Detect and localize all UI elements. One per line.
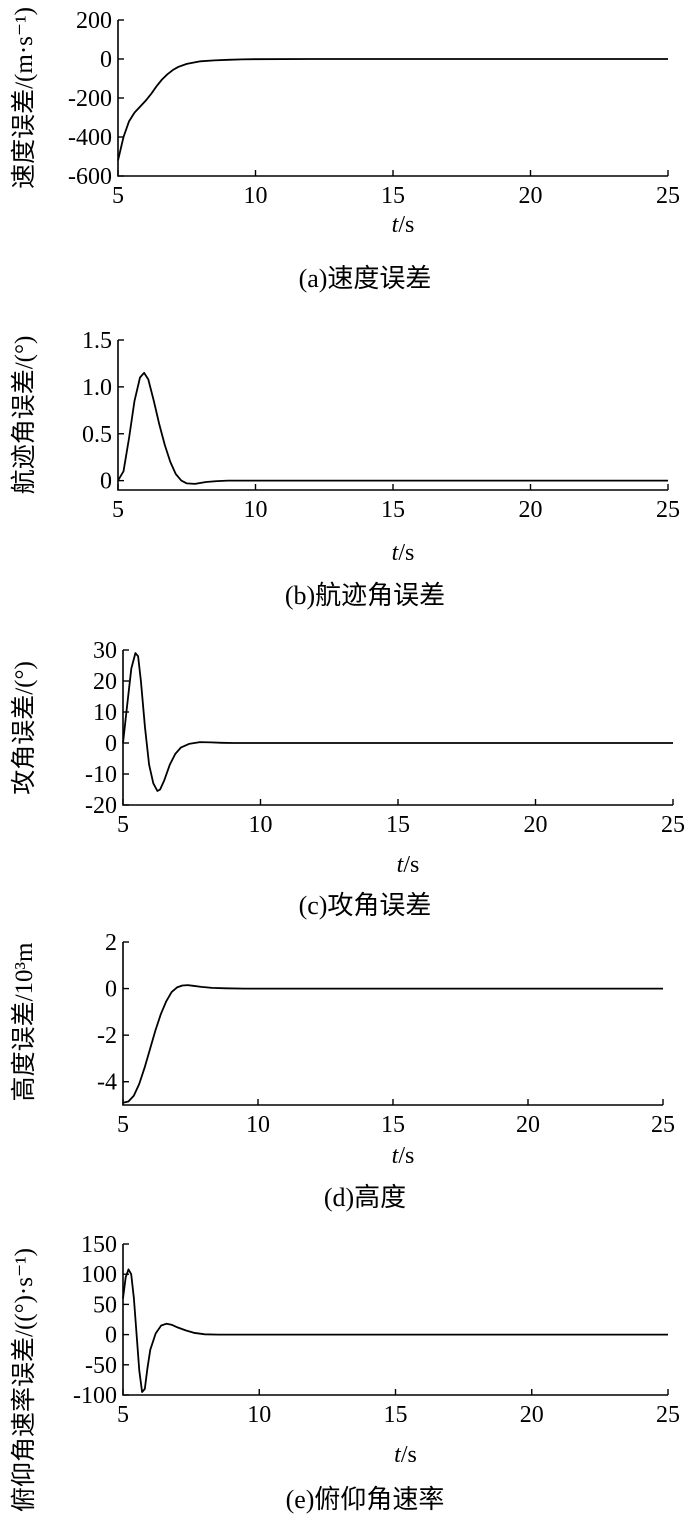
y-axis-label: 速度误差/(m·s⁻¹) [10, 7, 38, 189]
x-tick-label: 25 [651, 1112, 675, 1138]
x-tick-label: 25 [656, 183, 680, 209]
x-tick-label: 10 [247, 1402, 271, 1428]
y-tick-label: 0 [105, 1323, 117, 1349]
x-axis-label: t/s [392, 212, 415, 238]
chart-panel-1: 5 10 15 20 25 200 0 -200 -400 -600 速度误差/(m·s⁻¹) t/s… [10, 7, 680, 293]
x-tick-label: 25 [656, 1402, 680, 1428]
x-tick-label: 15 [381, 1112, 405, 1138]
x-tick-label: 5 [117, 812, 129, 838]
x-tick-label: 10 [244, 183, 268, 209]
y-tick-label: 0.5 [82, 422, 112, 448]
y-tick-label: -4 [97, 1070, 117, 1096]
y-tick-label: 0 [105, 977, 117, 1003]
series-line [122, 984, 663, 1104]
x-tick-label: 10 [249, 812, 273, 838]
x-tick-label: 5 [112, 497, 124, 523]
series-line [117, 371, 668, 485]
x-tick-label: 20 [519, 183, 543, 209]
x-tick-label: 15 [381, 497, 405, 523]
x-tick-label: 5 [117, 1402, 129, 1428]
y-tick-label: -600 [68, 164, 112, 190]
y-tick-label: -200 [68, 86, 112, 112]
x-tick-label: 15 [384, 1402, 408, 1428]
x-axis-label: t/s [392, 540, 415, 566]
y-tick-label: -400 [68, 125, 112, 151]
panel-caption: (a)速度误差 [299, 264, 432, 293]
x-tick-label: 15 [381, 183, 405, 209]
y-tick-label: 200 [76, 8, 112, 34]
y-axis-label: 高度误差/10³m [10, 942, 38, 1101]
x-tick-label: 10 [246, 1112, 270, 1138]
y-tick-label: -10 [85, 762, 117, 788]
y-tick-label: 150 [81, 1232, 117, 1258]
series-line [122, 1268, 668, 1393]
x-tick-label: 5 [117, 1112, 129, 1138]
y-tick-label: 20 [93, 669, 117, 695]
x-tick-label: 5 [112, 183, 124, 209]
y-tick-label: -50 [85, 1353, 117, 1379]
x-tick-label: 25 [656, 497, 680, 523]
y-tick-label: 100 [81, 1262, 117, 1288]
chart-panel-5: 5 10 15 20 25 150 100 50 0 -50 -100 俯仰角速率误差/((°)·s⁻… [10, 1232, 680, 1514]
y-tick-label: 1.0 [82, 375, 112, 401]
y-tick-label: 2 [105, 930, 117, 956]
y-tick-label: 1.5 [82, 328, 112, 354]
y-axis-label: 攻角误差/(°) [10, 661, 38, 795]
chart-panel-3: 5 10 15 20 25 30 20 10 0 -10 -20 攻角误差/(°) t/s (c)攻角误差 [10, 638, 685, 920]
y-axis-label: 航迹角误差/(°) [10, 336, 38, 495]
panel-caption: (e)俯仰角速率 [286, 1485, 445, 1514]
panel-caption: (b)航迹角误差 [285, 581, 445, 610]
x-axis-label: t/s [397, 852, 420, 878]
x-tick-label: 20 [519, 497, 543, 523]
axes-frame [122, 650, 673, 806]
panel-caption: (c)攻角误差 [299, 891, 432, 920]
panel-caption: (d)高度 [324, 1183, 406, 1212]
x-axis-label: t/s [392, 1143, 415, 1169]
y-axis-label: 俯仰角速率误差/((°)·s⁻¹) [10, 1248, 38, 1512]
y-tick-label: 10 [93, 700, 117, 726]
y-tick-label: 0 [105, 731, 117, 757]
x-tick-label: 15 [386, 812, 410, 838]
x-tick-label: 20 [524, 812, 548, 838]
y-tick-label: -100 [73, 1383, 117, 1409]
x-tick-label: 20 [520, 1402, 544, 1428]
axes-frame [117, 340, 668, 491]
series-line [122, 652, 673, 792]
y-tick-label: 0 [100, 469, 112, 495]
axes-frame [122, 1244, 668, 1396]
y-tick-label: 0 [100, 47, 112, 73]
y-tick-label: 50 [93, 1292, 117, 1318]
x-axis-label: t/s [394, 1442, 417, 1468]
x-tick-label: 20 [516, 1112, 540, 1138]
axes-frame [117, 20, 668, 177]
series-line [117, 58, 668, 161]
y-tick-label: 30 [93, 638, 117, 664]
chart-panel-2: 5 10 15 20 25 1.5 1.0 0.5 0 航迹角误差/(°) t/s (b)航迹角误差 [10, 328, 680, 610]
x-tick-label: 25 [661, 812, 685, 838]
axes-frame [122, 942, 663, 1106]
x-tick-label: 10 [244, 497, 268, 523]
y-tick-label: -20 [85, 793, 117, 819]
y-tick-label: -2 [97, 1023, 117, 1049]
